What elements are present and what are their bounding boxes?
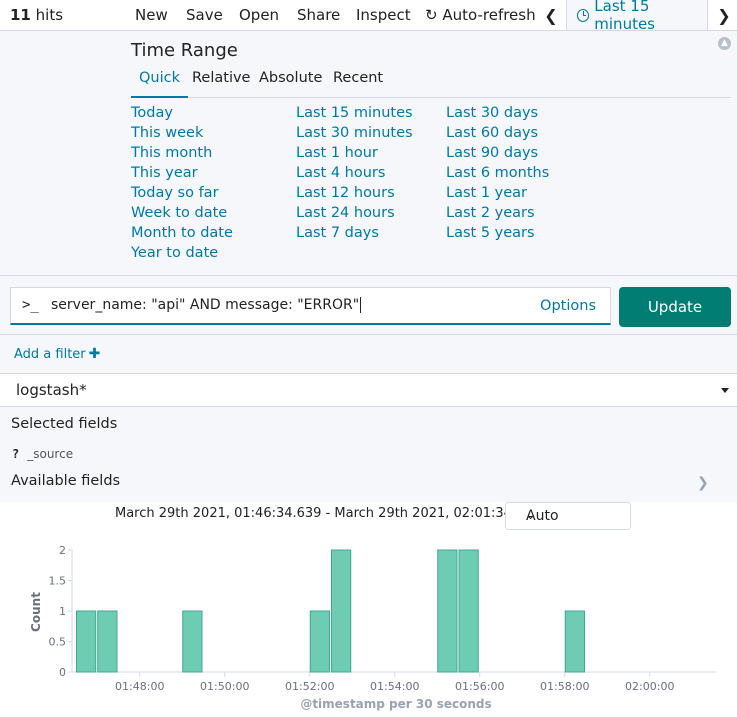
field-type-icon: ?: [12, 447, 20, 461]
chevron-down-icon: ⌄: [526, 509, 536, 522]
options-button[interactable]: Options: [540, 298, 596, 314]
quick-link[interactable]: Today so far: [131, 185, 219, 201]
histogram: March 29th 2021, 01:46:34.639 - March 29…: [0, 502, 737, 717]
quick-link[interactable]: Today: [131, 105, 173, 121]
available-fields-title: Available fields: [11, 473, 121, 489]
add-filter-button[interactable]: Add a filter ✚: [14, 346, 101, 362]
search-input[interactable]: >_ server_name: "api" AND message: "ERRO…: [10, 287, 611, 325]
quick-column-2: Last 15 minutes Last 30 minutes Last 1 h…: [296, 103, 413, 243]
quick-link[interactable]: Year to date: [131, 245, 219, 261]
x-tick-label: 01:50:00: [200, 680, 249, 693]
time-picker-button[interactable]: Last 15 minutes: [566, 0, 708, 33]
x-tick-label: 01:48:00: [115, 680, 164, 693]
inspect-button[interactable]: Inspect: [356, 6, 411, 24]
chevron-left-icon: ❮: [544, 5, 558, 25]
index-pattern-select[interactable]: logstash*: [0, 374, 737, 407]
quick-link[interactable]: Last 1 year: [446, 185, 527, 201]
histogram-bar[interactable]: [97, 610, 118, 673]
index-pattern-name: logstash*: [16, 381, 87, 399]
clock-icon: [577, 8, 590, 22]
hits-count: 11 hits: [10, 6, 64, 24]
top-nav: 11 hits New Save Open Share Inspect ↻ Au…: [0, 0, 737, 33]
tab-relative[interactable]: Relative: [192, 70, 251, 86]
collapse-icon[interactable]: ▲: [718, 37, 731, 50]
quick-link[interactable]: Last 60 days: [446, 125, 539, 141]
y-axis-label: Count: [29, 592, 43, 632]
time-range-title: Time Range: [131, 40, 238, 61]
y-tick-label: 1: [59, 605, 66, 618]
quick-link[interactable]: Last 30 days: [446, 105, 539, 121]
time-range-tabs: Quick Relative Absolute Recent: [131, 69, 731, 98]
filter-bar: Add a filter ✚: [0, 335, 737, 374]
quick-column-1: Today This week This month This year Tod…: [131, 103, 233, 263]
query-bar: >_ server_name: "api" AND message: "ERRO…: [0, 276, 737, 335]
x-axis-label: @timestamp per 30 seconds: [300, 697, 491, 711]
histogram-bar[interactable]: [182, 610, 203, 673]
time-range-panel: Time Range ▲ Quick Relative Absolute Rec…: [0, 31, 737, 276]
save-button[interactable]: Save: [186, 6, 223, 24]
interval-select[interactable]: Auto ⌄: [505, 502, 631, 530]
quick-link[interactable]: This week: [131, 125, 204, 141]
quick-link[interactable]: Last 1 hour: [296, 145, 378, 161]
tab-quick[interactable]: Quick: [131, 70, 189, 98]
quick-link[interactable]: Last 2 years: [446, 205, 535, 221]
histogram-range-text: March 29th 2021, 01:46:34.639 - March 29…: [115, 506, 558, 521]
previous-time-button[interactable]: ❮: [537, 0, 565, 30]
prompt-icon: >_: [22, 297, 39, 313]
next-time-button[interactable]: ❯: [710, 0, 737, 30]
quick-link[interactable]: Last 90 days: [446, 145, 539, 161]
y-tick-label: 0.5: [49, 636, 67, 649]
field-item[interactable]: ? _source: [12, 447, 74, 461]
x-tick-label: 01:54:00: [370, 680, 419, 693]
quick-link[interactable]: Last 30 minutes: [296, 125, 413, 141]
selected-fields-title: Selected fields: [11, 416, 118, 432]
chevron-right-icon[interactable]: ❯: [697, 475, 709, 491]
quick-link[interactable]: Last 6 months: [446, 165, 550, 181]
histogram-bar[interactable]: [76, 610, 97, 673]
quick-link[interactable]: Month to date: [131, 225, 233, 241]
quick-link[interactable]: Last 15 minutes: [296, 105, 413, 121]
quick-link[interactable]: Last 12 hours: [296, 185, 395, 201]
auto-refresh-button[interactable]: ↻ Auto-refresh: [425, 6, 536, 24]
x-tick-label: 02:00:00: [625, 680, 674, 693]
open-button[interactable]: Open: [239, 6, 280, 24]
histogram-bar[interactable]: [458, 549, 479, 673]
quick-link[interactable]: This month: [131, 145, 213, 161]
tab-recent[interactable]: Recent: [333, 70, 384, 86]
histogram-chart: Count @timestamp per 30 seconds 0 0.5 1 1.5…: [29, 544, 716, 711]
chevron-right-icon: ❯: [717, 5, 731, 25]
new-button[interactable]: New: [135, 6, 168, 24]
y-tick-label: 1.5: [49, 575, 67, 588]
histogram-bar[interactable]: [564, 610, 585, 673]
y-tick-label: 0: [59, 666, 66, 679]
histogram-bar[interactable]: [331, 549, 352, 673]
query-text[interactable]: server_name: "api" AND message: "ERROR": [51, 297, 362, 313]
share-button[interactable]: Share: [297, 6, 341, 24]
quick-link[interactable]: This year: [131, 165, 198, 181]
quick-link[interactable]: Week to date: [131, 205, 228, 221]
refresh-icon: ↻: [425, 6, 438, 24]
update-button[interactable]: Update: [619, 287, 731, 327]
histogram-bar[interactable]: [437, 549, 458, 673]
quick-link[interactable]: Last 7 days: [296, 225, 379, 241]
plus-icon: ✚: [88, 346, 101, 362]
x-tick-label: 01:58:00: [540, 680, 589, 693]
x-tick-label: 01:52:00: [285, 680, 334, 693]
tab-absolute[interactable]: Absolute: [259, 70, 323, 86]
quick-link[interactable]: Last 24 hours: [296, 205, 395, 221]
quick-link[interactable]: Last 5 years: [446, 225, 535, 241]
quick-link[interactable]: Last 4 hours: [296, 165, 386, 181]
quick-column-3: Last 30 days Last 60 days Last 90 days L…: [446, 103, 549, 243]
caret-down-icon: [721, 388, 729, 393]
x-tick-label: 01:56:00: [455, 680, 504, 693]
histogram-bar[interactable]: [309, 610, 330, 673]
y-tick-label: 2: [59, 544, 66, 557]
field-list: Selected fields ? _source Available field…: [0, 407, 737, 502]
